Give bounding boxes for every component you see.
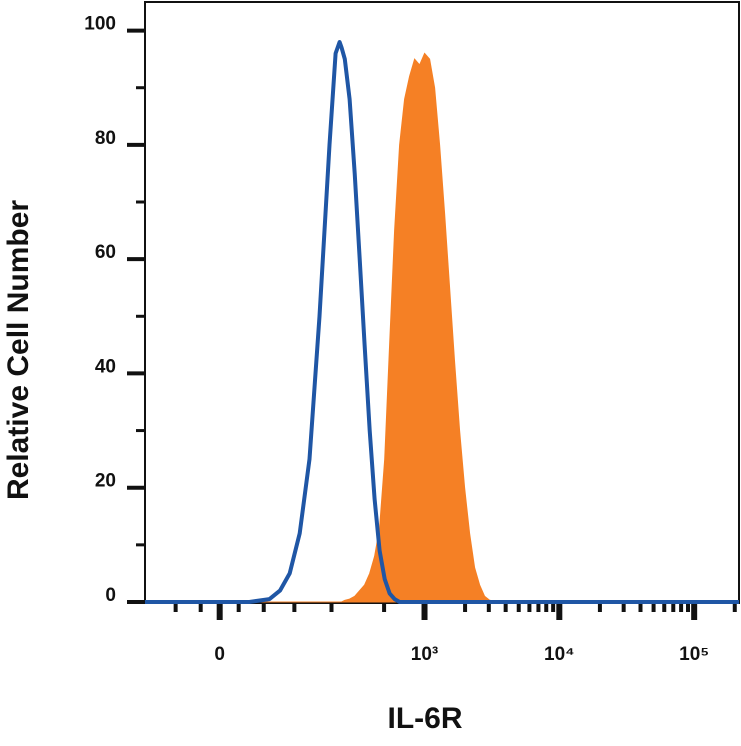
x-tick-label: 10⁴ (544, 644, 575, 665)
histogram-area (145, 52, 739, 603)
y-tick-label: 60 (95, 242, 116, 263)
y-tick-label: 20 (95, 471, 116, 492)
x-tick-label: 10³ (411, 644, 438, 665)
x-tick-label: 10⁵ (679, 644, 709, 665)
y-tick-label: 100 (84, 14, 116, 35)
y-tick-label: 80 (95, 128, 116, 149)
x-axis-title: IL-6R (388, 702, 463, 735)
y-tick-label: 40 (95, 356, 116, 377)
y-axis-title: Relative Cell Number (2, 200, 35, 500)
histogram-line (145, 40, 739, 604)
x-tick-label: 0 (214, 644, 225, 665)
y-tick-label: 0 (105, 585, 116, 606)
